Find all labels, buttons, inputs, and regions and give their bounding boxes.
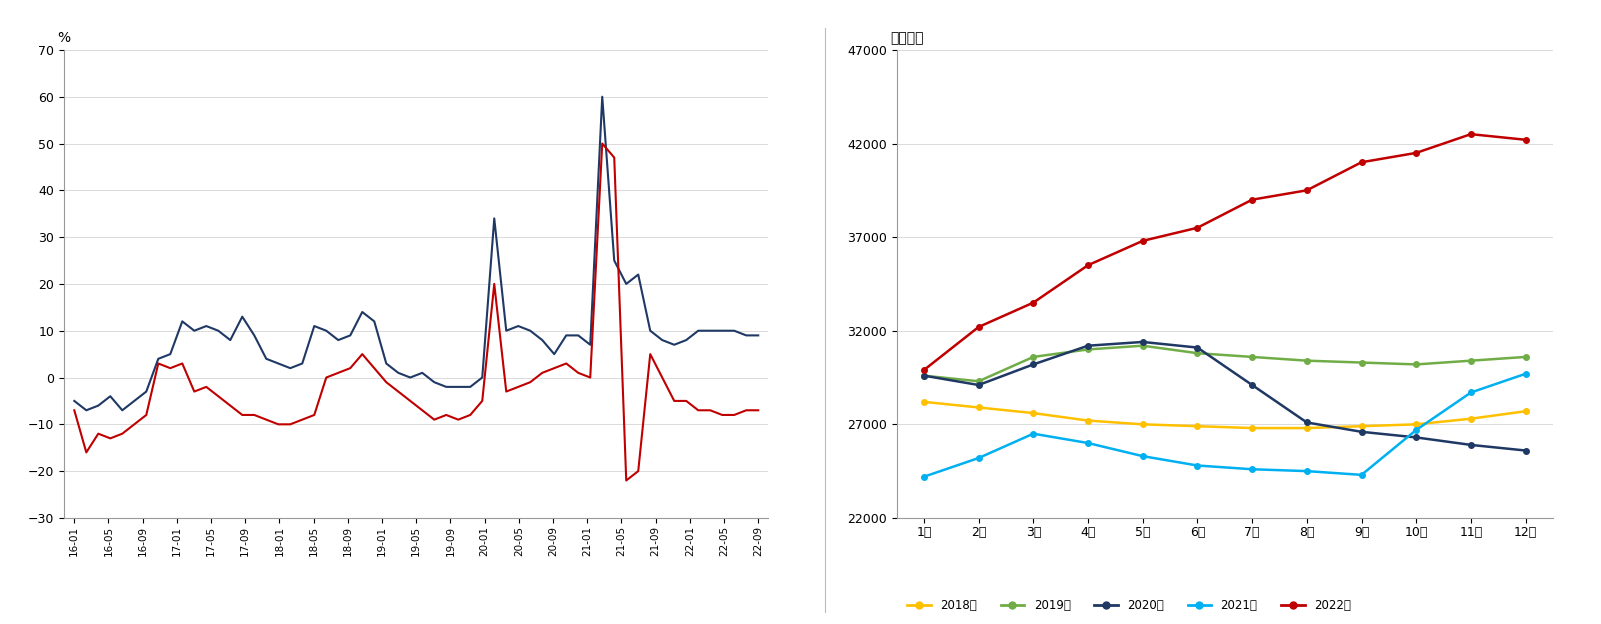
Legend: 2018年, 2019年, 2020年, 2021年, 2022年: 2018年, 2019年, 2020年, 2021年, 2022年 — [903, 594, 1356, 617]
Text: 百万美元: 百万美元 — [890, 31, 924, 46]
Text: %: % — [58, 31, 70, 46]
